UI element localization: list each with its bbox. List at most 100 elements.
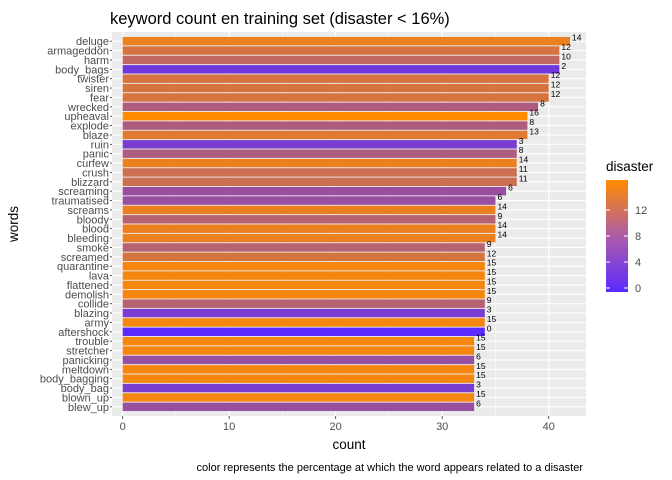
data-label-bloody: 9 <box>497 211 502 221</box>
bar-panicking <box>122 355 475 365</box>
bar-screaming <box>122 186 507 196</box>
bar-armageddon <box>122 46 560 55</box>
data-label-body_bags: 2 <box>561 61 566 71</box>
chart-caption: color represents the percentage at which… <box>197 462 584 474</box>
data-label-blood: 14 <box>497 220 507 230</box>
data-label-stretcher: 15 <box>476 342 486 352</box>
legend-tick-0: 0 <box>635 283 641 295</box>
data-label-panicking: 6 <box>476 351 481 361</box>
x-tick-40: 40 <box>543 421 555 433</box>
y-tick-lava: lava <box>89 271 110 283</box>
chart-title: keyword count en training set (disaster … <box>110 10 450 28</box>
data-label-blown_up: 15 <box>476 389 486 399</box>
y-tick-curfew: curfew <box>77 158 109 170</box>
data-label-traumatised: 6 <box>497 192 502 202</box>
bar-body_bagging <box>122 374 475 383</box>
bar-meltdown <box>122 365 475 374</box>
bar-blew_up <box>122 402 475 412</box>
y-tick-screaming: screaming <box>58 186 109 198</box>
data-label-blazing: 3 <box>487 305 492 315</box>
bar-army <box>122 318 485 327</box>
bar-deluge <box>122 36 571 46</box>
bar-blown_up <box>122 393 475 402</box>
bar-trouble <box>122 336 475 346</box>
x-tick-labels: 0 10 20 30 40 <box>120 416 555 433</box>
bar-harm <box>122 55 560 65</box>
data-label-deluge: 14 <box>572 33 582 43</box>
x-tick-30: 30 <box>436 421 448 433</box>
bar-wrecked <box>122 102 539 112</box>
data-label-armageddon: 12 <box>561 42 571 52</box>
bar-screams <box>122 205 496 215</box>
data-label-crush: 11 <box>519 164 528 174</box>
bar-blazing <box>122 308 485 318</box>
y-tick-meltdown: meltdown <box>62 364 109 376</box>
y-tick-quarantine: quarantine <box>57 261 109 273</box>
bar-traumatised <box>122 196 496 205</box>
y-tick-upheaval: upheaval <box>64 111 109 123</box>
data-label-panic: 8 <box>519 145 524 155</box>
x-tick-0: 0 <box>120 421 126 433</box>
x-axis-title: count <box>332 437 365 452</box>
data-label-demolish: 15 <box>487 286 497 296</box>
bar-crush <box>122 168 517 177</box>
bar-screamed <box>122 252 485 262</box>
legend-ticks: 0 4 8 12 <box>606 205 647 295</box>
bar-flattened <box>122 280 485 290</box>
y-tick-labels: delugearmageddonharmbody_bagstwistersire… <box>40 36 112 414</box>
y-tick-bleeding: bleeding <box>67 233 109 245</box>
data-label-blaze: 13 <box>529 126 539 136</box>
y-tick-body_bags: body_bags <box>55 64 109 76</box>
data-label-explode: 8 <box>529 117 534 127</box>
data-label-army: 15 <box>487 314 497 324</box>
legend-tick-12: 12 <box>635 205 647 217</box>
y-tick-army: army <box>85 317 110 329</box>
y-axis-title: words <box>6 206 21 243</box>
y-tick-flattened: flattened <box>67 280 109 292</box>
bar-blood <box>122 224 496 233</box>
data-label-quarantine: 15 <box>487 258 497 268</box>
y-tick-armageddon: armageddon <box>47 46 109 58</box>
y-tick-fear: fear <box>90 92 109 104</box>
y-tick-trouble: trouble <box>75 336 109 348</box>
bar-upheaval <box>122 111 528 121</box>
bar-ruin <box>122 140 517 149</box>
legend-tick-4: 4 <box>635 257 641 269</box>
y-tick-blew_up: blew_up <box>68 402 109 414</box>
y-tick-blaze: blaze <box>83 130 109 142</box>
y-tick-wrecked: wrecked <box>67 102 109 114</box>
bar-demolish <box>122 290 485 299</box>
bar-stretcher <box>122 346 475 355</box>
y-tick-collide: collide <box>78 299 109 311</box>
data-label-screams: 14 <box>497 201 507 211</box>
y-tick-blazing: blazing <box>74 308 109 320</box>
data-label-screamed: 12 <box>487 248 497 258</box>
bar-explode <box>122 121 528 130</box>
y-tick-blown_up: blown_up <box>62 392 109 404</box>
y-tick-blood: blood <box>82 224 109 236</box>
data-label-lava: 15 <box>487 267 497 277</box>
bar-aftershock <box>122 327 485 337</box>
bar-fear <box>122 93 549 102</box>
y-tick-screamed: screamed <box>61 252 109 264</box>
y-tick-screams: screams <box>67 205 109 217</box>
bar-quarantine <box>122 261 485 271</box>
y-tick-crush: crush <box>82 167 109 179</box>
data-label-harm: 10 <box>561 51 571 61</box>
legend-tick-8: 8 <box>635 231 641 243</box>
bar-smoke <box>122 243 485 252</box>
data-label-wrecked: 8 <box>540 98 545 108</box>
y-tick-harm: harm <box>84 55 109 67</box>
x-tick-20: 20 <box>330 421 342 433</box>
color-legend: disaster 0 4 8 12 <box>606 159 654 295</box>
bar-curfew <box>122 158 517 168</box>
data-label-body_bag: 3 <box>476 380 481 390</box>
data-label-flattened: 15 <box>487 276 497 286</box>
y-tick-smoke: smoke <box>77 242 109 254</box>
data-label-aftershock: 0 <box>487 323 492 333</box>
y-tick-body_bagging: body_bagging <box>40 374 109 386</box>
bars <box>122 36 571 412</box>
data-label-twister: 12 <box>551 70 561 80</box>
y-tick-panicking: panicking <box>63 355 109 367</box>
